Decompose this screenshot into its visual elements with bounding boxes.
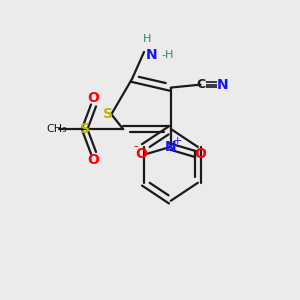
Text: C: C [196, 78, 205, 91]
Text: N: N [165, 140, 177, 154]
Text: -: - [133, 140, 137, 153]
Text: CH₃: CH₃ [46, 124, 67, 134]
Text: O: O [88, 91, 100, 105]
Text: O: O [136, 147, 148, 161]
Text: O: O [88, 153, 100, 167]
Text: N: N [146, 48, 157, 62]
Text: S: S [103, 107, 113, 121]
Text: +: + [173, 136, 182, 146]
Text: H: H [143, 34, 151, 44]
Text: -H: -H [162, 50, 174, 60]
Text: N: N [216, 78, 228, 92]
Text: S: S [80, 122, 90, 136]
Text: O: O [194, 147, 206, 161]
